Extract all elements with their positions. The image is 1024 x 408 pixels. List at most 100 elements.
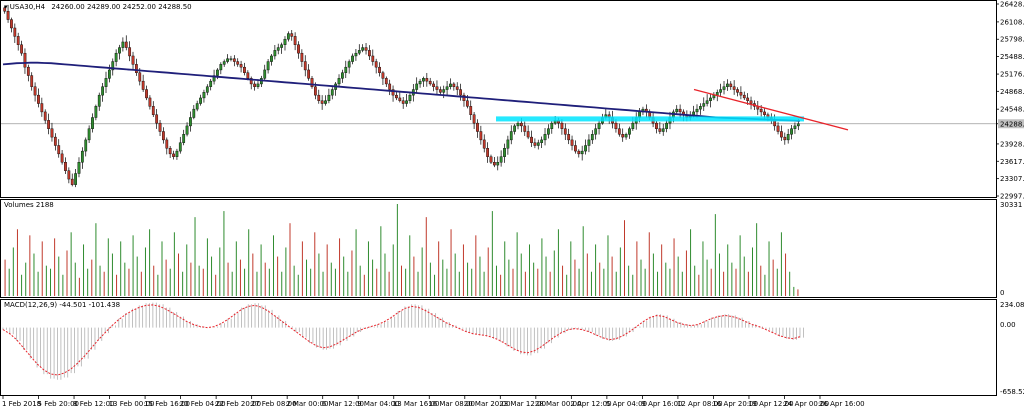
candle-body [388, 83, 392, 90]
candle-body [266, 61, 270, 71]
candle-body [405, 100, 408, 104]
candle-body [759, 108, 763, 113]
candle-body [283, 38, 287, 45]
price-axis: 26428.50 26108.70 25798.70 25488.50 25176.30… [996, 1, 1024, 201]
candle-body [776, 125, 780, 132]
candle-body [246, 72, 250, 79]
candle-body [506, 139, 510, 149]
price-axis-label: 23928.00 [1000, 140, 1024, 148]
candle-body [786, 134, 790, 141]
support-zone [496, 116, 804, 122]
candle-body [243, 66, 246, 73]
candle-body [64, 162, 67, 171]
candle-body [449, 83, 452, 87]
time-axis-label: 5 Apr 04:00 [606, 400, 647, 408]
candle-body [442, 89, 446, 93]
candle-body [614, 122, 618, 129]
candle-body [574, 145, 577, 152]
candle-body [185, 125, 189, 135]
candle-body [357, 50, 361, 54]
candle-body [97, 94, 101, 107]
candle-body [628, 128, 631, 135]
candle-body [563, 128, 567, 135]
candle-body [172, 153, 175, 157]
candle-body [540, 139, 544, 143]
candle-body [550, 122, 554, 129]
candle-body [74, 173, 77, 185]
time-axis-label: 24 Apr 00:00 [783, 400, 829, 408]
candle-body [297, 44, 300, 54]
candle-body [70, 178, 74, 185]
candle-body [726, 83, 729, 87]
candle-body [53, 136, 57, 146]
candle-body [155, 114, 159, 124]
time-axis-label: 16 Mar 08:00 [428, 400, 475, 408]
candle-body [50, 128, 54, 138]
candle-body [486, 148, 489, 157]
candle-body [26, 66, 30, 76]
candle-body [175, 150, 179, 157]
candle-body [290, 33, 294, 37]
macd-panel-title: MACD(12,26,9) -44.501 -101.438 [4, 301, 120, 309]
candle-body [459, 89, 462, 96]
candle-body [351, 55, 354, 62]
macd-tick-min: -658.523 [1000, 388, 1024, 396]
candle-body [780, 131, 783, 138]
chart-symbol-header: ▾ USA30,H4 24260.00 24289.00 24252.00 24… [4, 3, 192, 11]
candle-body [43, 111, 47, 121]
candle-body [80, 150, 84, 163]
candle-body [141, 80, 145, 90]
candle-body [790, 128, 793, 135]
resistance-trendline [693, 88, 849, 131]
candle-body [40, 103, 44, 113]
time-axis-label: 28 Mar 00:00 [535, 400, 582, 408]
candle-body [293, 36, 297, 45]
candle-body [84, 139, 88, 152]
time-axis-label: 8 Feb 12:00 [73, 400, 114, 408]
candle-body [236, 61, 240, 65]
candle-body [219, 64, 223, 71]
dropdown-triangle-icon[interactable]: ▾ [4, 3, 10, 11]
candle-body [665, 122, 668, 129]
candle-body [121, 41, 125, 48]
candle-body [702, 103, 706, 107]
time-axis-label: 5 Feb 20:00 [38, 400, 79, 408]
candle-body [445, 86, 449, 90]
time-axis-label: 13 Feb 00:00 [109, 400, 155, 408]
candle-body [398, 97, 402, 101]
candle-body [543, 134, 547, 141]
price-axis-label: 24868.10 [1000, 88, 1024, 96]
candle-body [253, 83, 256, 87]
candle-body [425, 78, 429, 82]
candle-body [16, 36, 20, 45]
time-axis-label: 1 Feb 2018 [2, 400, 41, 408]
candle-body [678, 108, 682, 113]
candle-body [513, 125, 517, 132]
time-axis-label: 16 Apr 20:00 [712, 400, 758, 408]
candle-body [499, 156, 503, 163]
current-price-label: 24288.50 [1000, 120, 1024, 128]
candle-body [749, 100, 753, 104]
candle-body [435, 86, 439, 90]
candle-body [577, 150, 581, 155]
candle-body [77, 162, 81, 174]
time-axis-label: 27 Feb 08:00 [251, 400, 297, 408]
symbol-label: USA30,H4 [10, 3, 46, 11]
ohlc-values: 24260.00 24289.00 24252.00 24288.50 [51, 3, 191, 11]
candle-body [20, 44, 23, 54]
candle-body [698, 106, 702, 110]
time-axis-label: 20 Mar 20:00 [464, 400, 511, 408]
candle-body [320, 100, 324, 104]
candle-body [418, 80, 422, 85]
candle-body [87, 128, 91, 141]
volume-panel-title: Volumes 2188 [4, 201, 54, 209]
candle-body [212, 75, 216, 82]
candle-body [23, 52, 27, 68]
time-axis-label: 6 Mar 12:00 [322, 400, 364, 408]
candle-body [138, 72, 142, 82]
candle-body [114, 52, 118, 62]
candle-body [422, 78, 425, 82]
candle-body [590, 134, 594, 141]
